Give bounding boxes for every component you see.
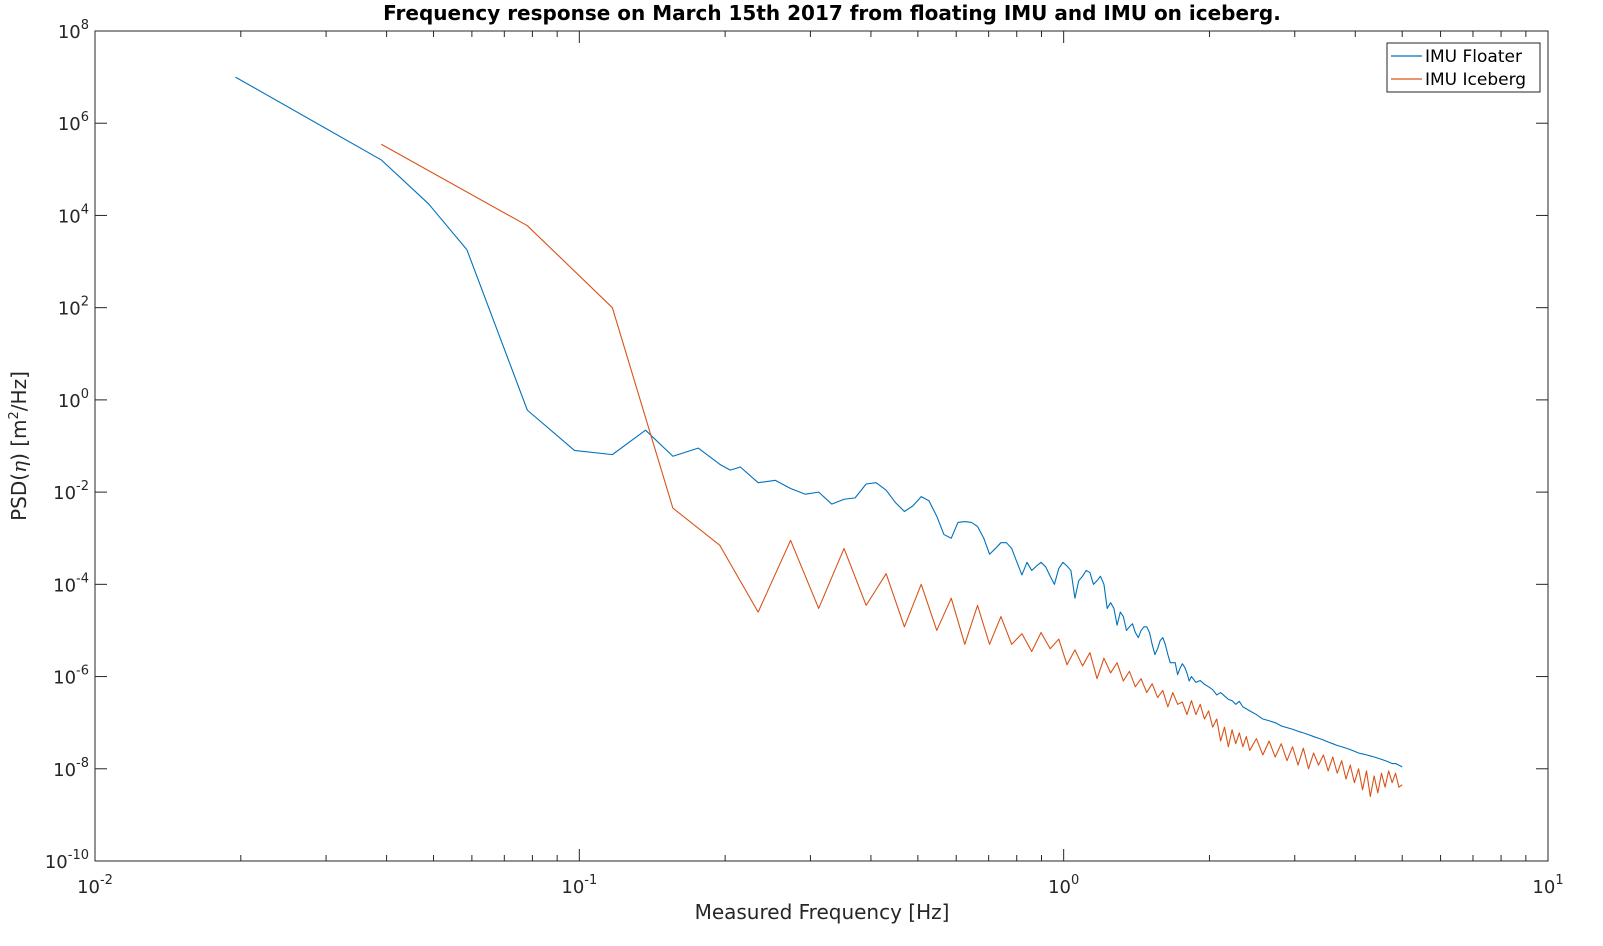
y-tick-exp: 6 xyxy=(81,110,89,125)
series-lines xyxy=(235,76,1403,798)
y-tick-base: 10 xyxy=(58,114,81,135)
y-label-mid: ) [m xyxy=(7,419,31,460)
series-line-imu-iceberg xyxy=(381,143,1403,798)
y-tick-label: 10-10 xyxy=(45,848,89,873)
y-tick-exp: 4 xyxy=(81,202,89,217)
y-tick-label: 108 xyxy=(58,18,89,43)
x-tick-base: 10 xyxy=(561,877,584,898)
y-tick-base: 10 xyxy=(53,668,76,689)
y-tick-base: 10 xyxy=(53,483,76,504)
x-axis-label: Measured Frequency [Hz] xyxy=(695,900,950,924)
y-label-eta: η xyxy=(7,461,31,473)
x-tick-exp: 0 xyxy=(1071,873,1079,888)
x-tick-base: 10 xyxy=(77,877,100,898)
y-tick-label: 102 xyxy=(58,295,89,320)
y-tick-base: 10 xyxy=(53,575,76,596)
y-tick-base: 10 xyxy=(53,760,76,781)
y-tick-label: 10-6 xyxy=(53,664,89,689)
chart-title: Frequency response on March 15th 2017 fr… xyxy=(383,1,1281,25)
x-tick-base: 10 xyxy=(1048,877,1071,898)
x-tick-label: 10-1 xyxy=(561,873,597,898)
x-tick-label: 100 xyxy=(1048,873,1079,898)
y-tick-exp: -10 xyxy=(68,848,89,863)
y-axis-label: PSD(η) [m2/Hz] xyxy=(7,371,31,521)
y-label-sup: 2 xyxy=(7,411,22,419)
y-tick-exp: 2 xyxy=(81,295,89,310)
y-tick-base: 10 xyxy=(58,22,81,43)
x-tick-exp: -1 xyxy=(584,873,597,888)
y-tick-label: 10-4 xyxy=(53,571,89,596)
legend: IMU Floater IMU Iceberg xyxy=(1386,42,1541,93)
y-tick-label: 104 xyxy=(58,202,89,227)
x-tick-base: 10 xyxy=(1532,877,1555,898)
y-tick-base: 10 xyxy=(58,206,81,227)
y-label-post: /Hz] xyxy=(7,371,31,411)
plot-area xyxy=(94,30,1549,862)
x-tick-label: 101 xyxy=(1532,873,1563,898)
y-tick-exp: -8 xyxy=(76,756,89,771)
x-tick-exp: 1 xyxy=(1555,873,1563,888)
y-tick-exp: -6 xyxy=(76,664,89,679)
y-tick-exp: 0 xyxy=(81,387,89,402)
y-tick-base: 10 xyxy=(45,852,68,873)
y-tick-label: 106 xyxy=(58,110,89,135)
legend-box xyxy=(1386,42,1541,93)
y-label-pre: PSD( xyxy=(7,473,31,521)
legend-label-floater: IMU Floater xyxy=(1425,47,1522,67)
y-tick-exp: -2 xyxy=(76,479,89,494)
axis-ticks: 10-2 10-1 100 10110-1010-810-610-410-210010… xyxy=(45,18,1564,898)
y-tick-label: 100 xyxy=(58,387,89,412)
legend-label-iceberg: IMU Iceberg xyxy=(1425,70,1526,90)
y-tick-exp: -4 xyxy=(76,571,89,586)
x-tick-exp: -2 xyxy=(100,873,113,888)
series-line-imu-floater xyxy=(235,76,1403,768)
x-tick-label: 10-2 xyxy=(77,873,113,898)
y-tick-label: 10-8 xyxy=(53,756,89,781)
y-tick-label: 10-2 xyxy=(53,479,89,504)
y-tick-base: 10 xyxy=(58,299,81,320)
y-tick-base: 10 xyxy=(58,391,81,412)
y-tick-exp: 8 xyxy=(81,18,89,33)
